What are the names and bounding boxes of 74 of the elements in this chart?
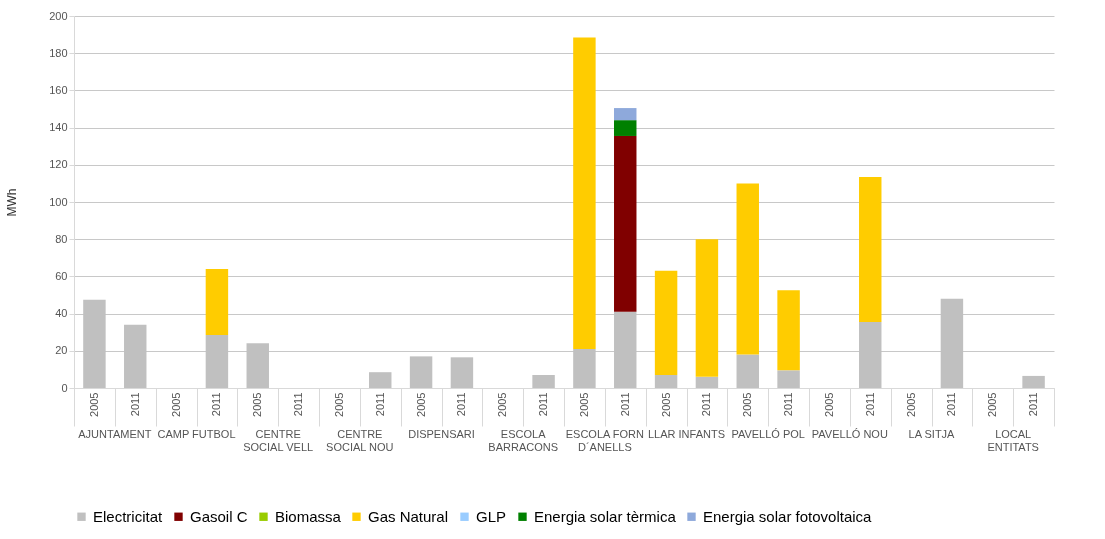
y-tick-label: 160 (49, 83, 68, 96)
bar (736, 183, 759, 355)
x-tick-label: 2011 (700, 392, 713, 417)
bar (777, 370, 800, 388)
bar (695, 239, 719, 377)
text: LA SITJA (908, 428, 956, 440)
x-tick-label: 2005 (87, 392, 100, 417)
text: PAVELLÓ NOU (811, 428, 888, 440)
bar (409, 356, 433, 388)
text: CAMP FUTBOL (157, 428, 236, 440)
bar (859, 176, 882, 322)
x-tick-label: 2011 (128, 392, 141, 417)
legend-label: Energia solar fotovoltaica (703, 507, 873, 525)
text: CENTRE SOCIAL NOU (326, 428, 394, 453)
y-tick-label: 0 (61, 381, 68, 394)
x-tick-label: 2005 (169, 392, 182, 417)
bar (695, 376, 719, 388)
bar (1022, 375, 1045, 388)
text: ESCOLA FORN D´ANELLS (565, 428, 645, 453)
bar (369, 372, 392, 388)
y-tick-label: 120 (49, 158, 68, 171)
bar (777, 290, 800, 371)
y-tick-label: 40 (55, 307, 68, 320)
x-tick-label: 2005 (741, 392, 754, 417)
y-tick-label: 180 (49, 46, 68, 59)
bar (573, 37, 596, 349)
text: AJUNTAMENT (78, 428, 152, 440)
y-tick-label: 140 (49, 121, 68, 134)
text: CENTRE SOCIAL VELL (243, 428, 314, 453)
bar (532, 374, 555, 388)
y-tick-label: 200 (49, 9, 68, 22)
x-tick-label: 2011 (782, 392, 795, 417)
x-tick-label: 2005 (496, 392, 509, 417)
x-tick-label: 2011 (292, 392, 305, 417)
x-tick-label: 2005 (251, 392, 264, 417)
bar (654, 374, 678, 388)
x-tick-label: 2011 (1027, 392, 1040, 417)
text: PAVELLÓ POL (731, 428, 805, 440)
x-tick-label: 2005 (822, 392, 835, 417)
x-tick-label: 2005 (577, 392, 590, 417)
x-tick-label: 2011 (210, 392, 223, 417)
y-tick-label: 100 (49, 195, 68, 208)
x-tick-label: 2011 (945, 392, 958, 417)
bar (614, 120, 637, 136)
bar (614, 135, 637, 312)
legend-label: Gasoil C (190, 507, 248, 525)
x-tick-label: 2011 (373, 392, 386, 417)
bar (450, 357, 474, 388)
text: LLAR INFANTS (647, 428, 726, 440)
bar (205, 268, 229, 335)
x-tick-label: 2005 (414, 392, 427, 417)
y-axis-title: MWh (5, 188, 20, 217)
x-tick-label: 2005 (659, 392, 672, 417)
legend-label: Biomassa (275, 507, 342, 525)
text: ESCOLA BARRACONS (488, 428, 559, 453)
x-tick-label: 2011 (537, 392, 550, 417)
x-tick-label: 2011 (455, 392, 468, 417)
y-tick-label: 20 (55, 344, 68, 357)
legend-label: Electricitat (93, 507, 164, 525)
bar (654, 270, 678, 375)
bar (736, 354, 759, 388)
x-tick-label: 2005 (986, 392, 999, 417)
legend-label: Energia solar tèrmica (534, 507, 677, 525)
bar (614, 108, 637, 121)
legend-label: GLP (476, 507, 507, 525)
text: DISPENSARI (408, 428, 475, 440)
x-tick-label: 2005 (904, 392, 917, 417)
x-tick-label: 2011 (618, 392, 631, 417)
legend-label: Gas Natural (368, 507, 449, 525)
x-tick-label: 2011 (863, 392, 876, 417)
y-tick-label: 60 (55, 269, 68, 282)
y-tick-label: 80 (55, 232, 68, 245)
text: LOCAL ENTITATS (987, 428, 1039, 453)
x-tick-label: 2005 (332, 392, 345, 417)
